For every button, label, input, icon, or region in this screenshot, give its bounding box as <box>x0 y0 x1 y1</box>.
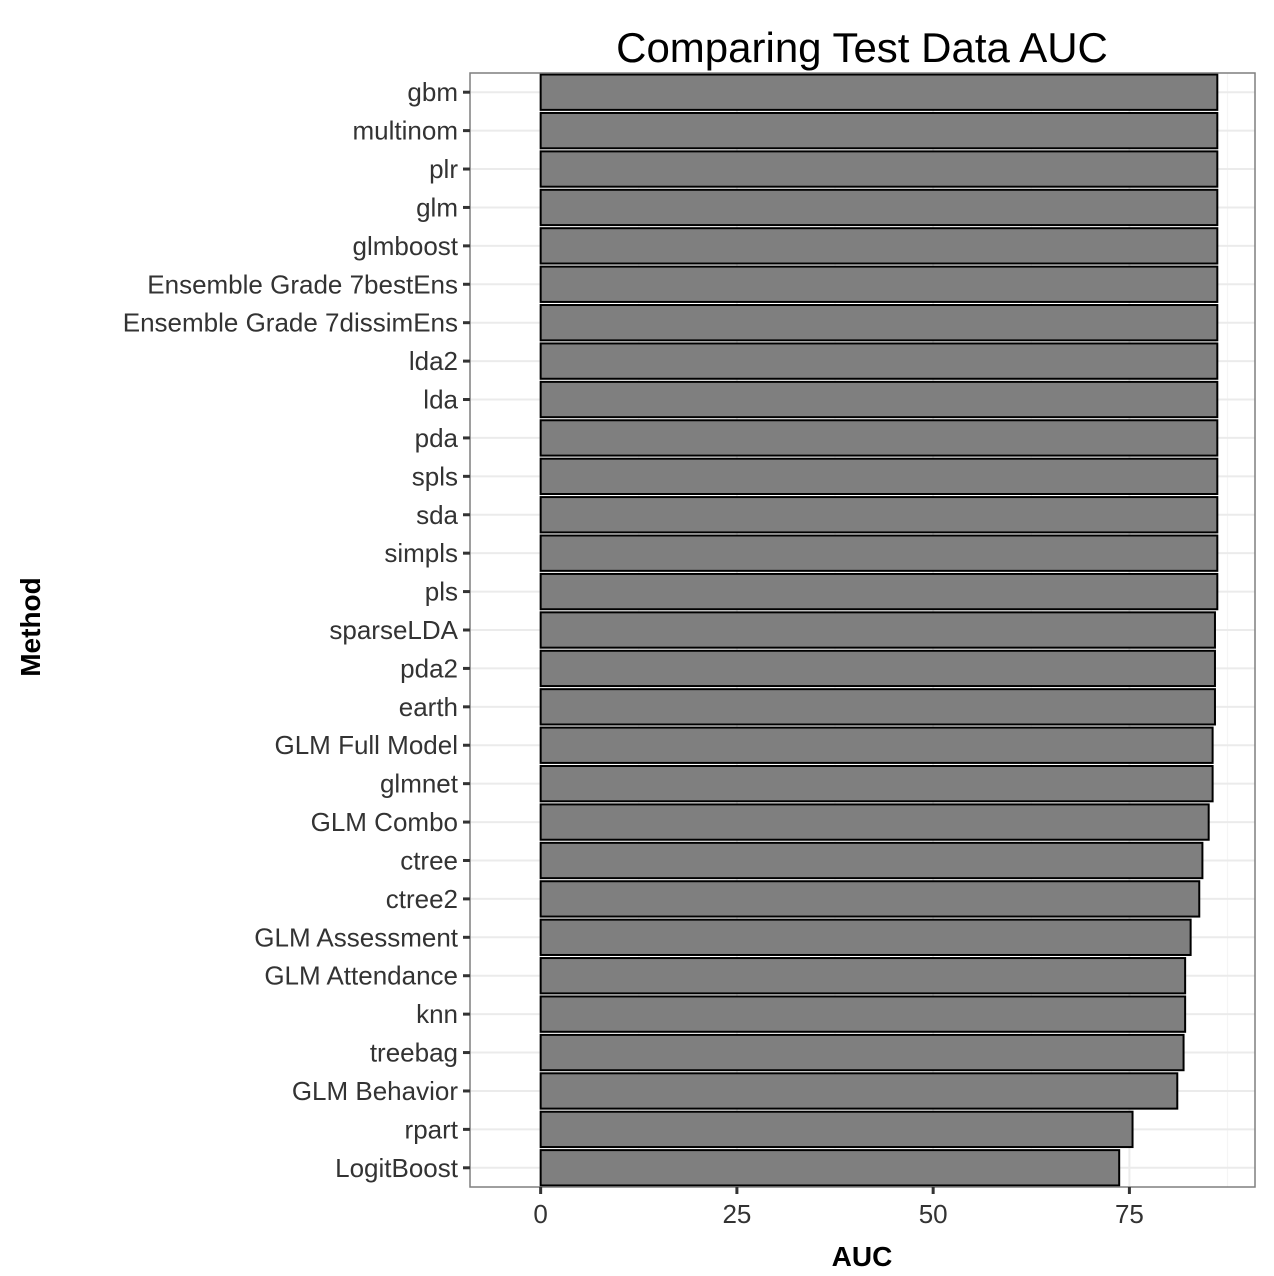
bar <box>539 188 1219 227</box>
y-tick-label: sda <box>416 500 458 530</box>
y-tick-label: lda <box>423 385 458 415</box>
x-tick-label: 0 <box>533 1199 547 1229</box>
y-tick-label: ctree <box>400 845 458 875</box>
y-tick-label: spls <box>412 461 458 491</box>
x-tick-label: 75 <box>1115 1199 1144 1229</box>
y-tick-label: treebag <box>370 1038 458 1068</box>
y-tick-label: Ensemble Grade 7bestEns <box>147 269 458 299</box>
y-axis-title: Method <box>15 577 46 677</box>
bar <box>539 803 1210 841</box>
y-tick-label: GLM Attendance <box>264 961 458 991</box>
y-tick-label: knn <box>416 999 458 1029</box>
bar <box>539 150 1219 188</box>
y-tick-label: glm <box>416 192 458 222</box>
bar <box>539 265 1219 303</box>
bar <box>539 841 1204 880</box>
bar <box>539 995 1187 1033</box>
bar <box>539 304 1219 342</box>
bar <box>539 227 1219 265</box>
y-tick-label: glmboost <box>353 231 459 261</box>
x-tick-label: 25 <box>722 1199 751 1229</box>
bar <box>539 496 1219 534</box>
y-tick-label: multinom <box>353 116 458 146</box>
bar <box>539 73 1219 111</box>
bar <box>539 764 1214 803</box>
y-tick-label: simpls <box>384 538 458 568</box>
y-tick-label: pda <box>415 423 459 453</box>
bar <box>539 726 1214 764</box>
bar <box>539 611 1216 649</box>
y-tick-label: GLM Behavior <box>292 1076 459 1106</box>
y-tick-label: sparseLDA <box>329 615 458 645</box>
bar <box>539 111 1219 150</box>
bar <box>539 1149 1121 1187</box>
x-axis: 0 25 50 75 <box>533 1187 1144 1229</box>
y-tick-label: glmnet <box>380 769 459 799</box>
y-tick-label: GLM Assessment <box>254 922 459 952</box>
chart-title: Comparing Test Data AUC <box>616 24 1108 71</box>
y-tick-label: ctree2 <box>386 884 458 914</box>
y-tick-label: GLM Combo <box>311 807 458 837</box>
bar <box>539 688 1216 726</box>
y-tick-label: LogitBoost <box>335 1153 459 1183</box>
y-tick-label: pda2 <box>400 653 458 683</box>
x-axis-title: AUC <box>832 1241 893 1272</box>
bar <box>539 1072 1179 1110</box>
bar <box>539 457 1219 496</box>
y-tick-label: earth <box>399 692 458 722</box>
bar <box>539 1110 1134 1149</box>
y-tick-label: lda2 <box>409 346 458 376</box>
y-tick-label: GLM Full Model <box>275 730 459 760</box>
bars <box>539 73 1219 1187</box>
bar <box>539 880 1201 918</box>
bar <box>539 419 1219 457</box>
bar <box>539 918 1192 956</box>
y-tick-label: pls <box>425 577 458 607</box>
bar <box>539 1033 1185 1072</box>
y-axis: gbm multinom plr glm glmboost Ensemble Grade … <box>123 77 470 1183</box>
bar <box>539 957 1187 995</box>
y-tick-label: rpart <box>405 1114 459 1144</box>
bar <box>539 380 1219 419</box>
y-tick-label: plr <box>429 154 458 184</box>
y-tick-label: gbm <box>407 77 458 107</box>
bar <box>539 649 1216 688</box>
bar <box>539 572 1219 611</box>
y-tick-label: Ensemble Grade 7dissimEns <box>123 308 458 338</box>
bar <box>539 534 1219 572</box>
x-tick-label: 50 <box>919 1199 948 1229</box>
bar <box>539 342 1219 380</box>
